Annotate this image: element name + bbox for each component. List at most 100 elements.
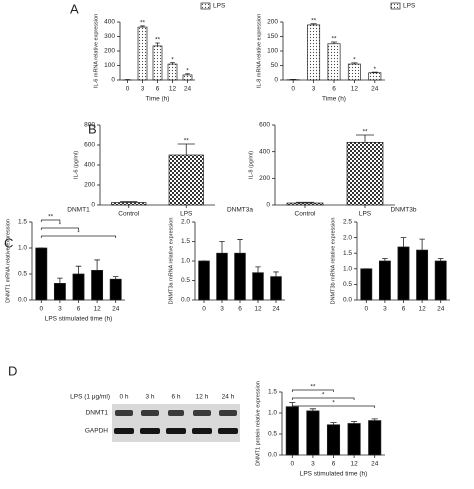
x-tick-label: 24 [371,461,379,468]
error-bar [437,258,444,261]
band [166,428,186,434]
x-tick-label: 0 [202,306,206,313]
significance: * [186,67,189,74]
y-tick-label: 300 [104,33,115,40]
band [219,410,237,416]
bar [286,202,324,206]
y-axis-label: DNMT3b mRNA relative expression [330,218,336,305]
error-bar [155,42,160,46]
x-tick-label: Control [295,211,317,218]
error-bar [330,422,337,425]
lane-label: 24 h [222,394,235,401]
chart-title: DNMT3a [227,207,253,214]
y-tick-label: 0 [91,202,95,209]
bar [137,26,148,81]
panel-label: A [70,1,79,16]
bar [306,410,320,456]
legend-label: LPS [213,3,226,10]
y-tick-label: 0 [274,77,278,84]
y-tick-label: 200 [104,48,115,55]
lane-label: 12 h [196,394,209,401]
bar [111,202,147,206]
significance: ** [310,384,316,391]
row-label: GAPDH [85,428,108,435]
bar [397,246,410,301]
error-bar [219,241,225,254]
bar [35,247,48,301]
x-tick-label: 24 [272,306,280,313]
blot-image [112,404,240,442]
x-tick-label: 12 [418,306,426,313]
y-tick-label: 200 [84,182,95,189]
x-tick-label: 6 [77,306,81,313]
error-bar [170,62,175,65]
x-tick-label: 24 [112,306,120,313]
lane-label: 0 h [119,394,128,401]
bar [182,74,193,81]
panel-label: C [4,235,13,250]
error-bar [177,143,195,155]
y-tick-label: 100 [104,62,115,69]
y-tick-label: 0.0 [18,297,27,304]
x-tick-label: 0 [126,86,130,93]
x-tick-label: 3 [220,306,224,313]
x-tick-label: 12 [350,461,358,468]
lane-label: 3 h [145,394,154,401]
y-tick-label: 100 [267,48,278,55]
panel-label: D [8,363,17,378]
error-bar [330,41,338,44]
x-tick-label: 6 [238,306,242,313]
significance: * [77,230,80,237]
y-tick-label: 0.5 [18,271,27,278]
x-tick-label: 0 [39,306,43,313]
y-axis-label: IL-6 mRNA relative expression [93,14,99,88]
error-bar [419,238,425,251]
y-tick-label: 1.0 [343,266,352,273]
bar [326,424,341,456]
significance-bracket [291,389,334,392]
lane-label: 6 h [171,394,180,401]
y-tick-label: 1.0 [181,258,190,265]
significance: ** [362,129,368,136]
x-tick-label: 0 [291,86,295,93]
x-tick-label: 6 [156,86,160,93]
x-tick-label: LPS [180,211,193,218]
y-tick-label: 0.0 [343,297,352,304]
x-tick-label: 12 [351,86,359,93]
error-bar [140,25,145,28]
band [168,410,184,416]
y-tick-label: 0.5 [343,281,352,288]
y-tick-label: 600 [84,142,95,149]
x-tick-label: 6 [332,86,336,93]
bar [285,406,299,456]
bar [346,141,384,206]
significance-bracket [40,235,117,238]
significance: * [332,400,335,407]
bar [167,63,178,81]
legend-label: LPS [403,3,416,10]
band [193,410,211,416]
y-tick-label: 2.0 [181,219,190,226]
x-tick-label: 24 [371,86,379,93]
y-tick-label: 2.0 [343,234,352,241]
error-bar [382,258,388,261]
band [218,428,238,434]
x-tick-label: 3 [383,306,387,313]
band [141,410,159,416]
significance: * [322,392,325,399]
y-tick-label: 0.5 [268,431,277,438]
bar [152,45,163,81]
x-tick-label: 24 [437,306,445,313]
band [114,428,134,434]
y-tick-label: 1.5 [18,219,27,226]
error-bar [371,71,378,73]
bar [347,423,361,456]
significance: ** [155,37,161,44]
y-tick-label: 150 [267,33,278,40]
x-tick-label: 12 [93,306,101,313]
y-tick-label: 1.0 [18,245,27,252]
error-bar [112,276,119,280]
bar [252,272,264,301]
significance: * [171,56,174,63]
